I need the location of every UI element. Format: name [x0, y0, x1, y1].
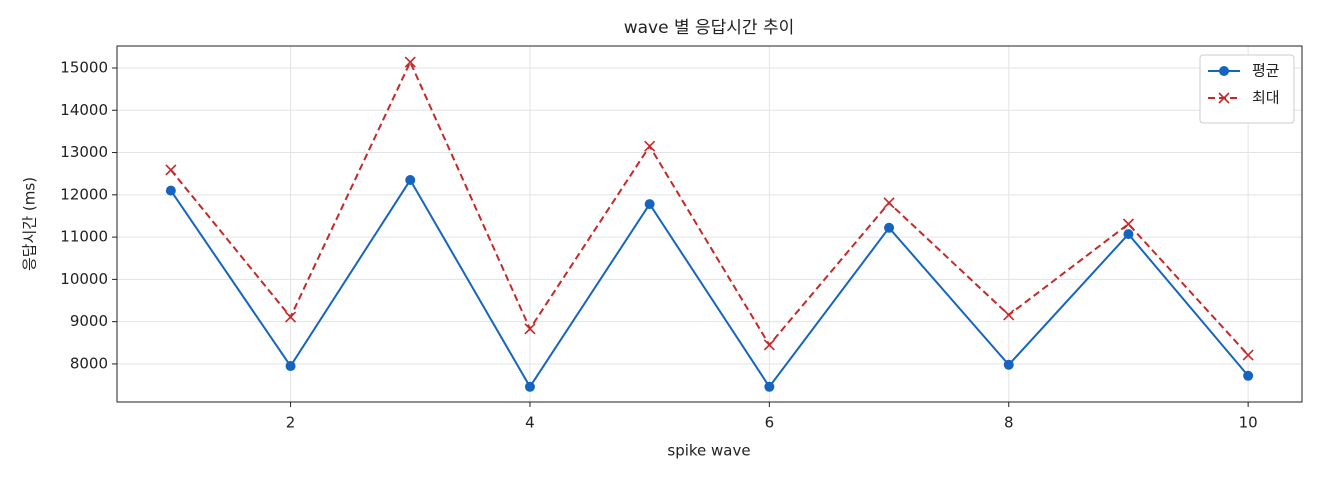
- x-axis-label: spike wave: [667, 442, 750, 460]
- marker: [644, 199, 655, 210]
- marker: [1219, 66, 1229, 76]
- marker: [404, 56, 416, 68]
- series-line: [170, 59, 1249, 356]
- marker: [285, 361, 296, 372]
- y-axis-label: 응답시간 (ms): [21, 177, 39, 271]
- marker: [1218, 92, 1230, 104]
- marker-stroke: [165, 164, 177, 176]
- marker: [165, 185, 176, 196]
- y-tick-label: 9000: [70, 312, 108, 330]
- y-tick-label: 10000: [60, 270, 108, 288]
- y-tick-label: 13000: [60, 143, 108, 161]
- x-tick-label: 6: [765, 414, 775, 432]
- x-tick-label: 8: [1004, 414, 1014, 432]
- y-tick-label: 15000: [60, 58, 108, 76]
- marker: [1003, 359, 1014, 370]
- marker: [524, 323, 536, 335]
- marker-stroke: [524, 323, 536, 335]
- marker: [884, 222, 895, 233]
- y-tick-label: 8000: [70, 354, 108, 372]
- marker: [764, 381, 775, 392]
- marker: [405, 175, 416, 186]
- marker: [1003, 309, 1015, 321]
- marker-stroke: [1003, 309, 1015, 321]
- marker: [1123, 229, 1134, 240]
- marker: [165, 164, 177, 176]
- legend-label: 평균: [1252, 62, 1280, 80]
- marker-stroke: [763, 339, 775, 351]
- legend-label: 최대: [1252, 89, 1280, 107]
- marker-stroke: [1122, 218, 1135, 230]
- marker: [524, 381, 535, 392]
- marker: [1243, 370, 1254, 381]
- x-tick-label: 2: [286, 414, 296, 432]
- marker-stroke: [883, 197, 895, 209]
- marker-stroke: [1218, 92, 1230, 104]
- marker: [284, 311, 297, 323]
- y-tick-label: 11000: [60, 228, 108, 246]
- marker-stroke: [1242, 349, 1254, 361]
- x-tick-label: 4: [525, 414, 535, 432]
- series-line: [170, 178, 1249, 389]
- marker: [883, 197, 895, 209]
- marker: [1242, 349, 1254, 361]
- plot-frame: [116, 45, 1303, 403]
- legend-box: [1199, 54, 1295, 124]
- chart-title: wave 별 응답시간 추이: [624, 18, 795, 38]
- marker: [1122, 218, 1135, 230]
- y-tick-label: 14000: [60, 101, 108, 119]
- y-tick-label: 12000: [60, 185, 108, 203]
- marker-stroke: [284, 311, 297, 323]
- marker: [644, 140, 656, 152]
- x-tick-label: 10: [1239, 414, 1258, 432]
- marker-stroke: [404, 56, 416, 68]
- marker-stroke: [644, 140, 656, 152]
- marker: [763, 339, 775, 351]
